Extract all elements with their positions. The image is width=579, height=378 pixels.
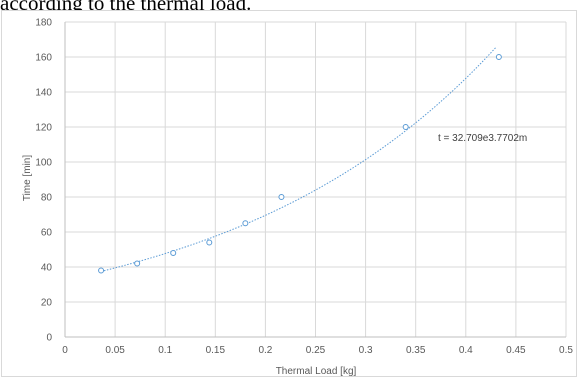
data-point: [495, 54, 502, 60]
data-point: [170, 250, 177, 256]
data-point: [134, 260, 141, 267]
data-point: [278, 194, 285, 200]
y-tick-label: 0: [46, 333, 52, 344]
y-tick-label: 120: [35, 123, 52, 134]
y-tick-label: 40: [41, 263, 53, 274]
y-tick-label: 180: [35, 18, 52, 29]
y-tick-label: 60: [41, 228, 53, 239]
y-tick-label: 140: [35, 88, 52, 99]
x-tick-label: 0.15: [206, 345, 226, 356]
grid-lines: [65, 21, 567, 337]
y-tick-label: 100: [35, 158, 52, 169]
data-point: [242, 220, 249, 227]
x-tick-label: 0.35: [406, 345, 426, 356]
axes: [64, 22, 566, 338]
x-tick-label: 0.3: [359, 345, 373, 356]
x-tick-labels: 0 0.05 0.1 0.15 0.2 0.25 0.3 0.35 0.4 0.45 0.5: [62, 345, 573, 356]
x-tick-label: 0.1: [158, 345, 172, 356]
data-point: [98, 267, 105, 274]
data-points: [98, 54, 502, 274]
x-tick-label: 0.25: [306, 345, 326, 356]
chart-frame: [1, 10, 577, 377]
y-tick-labels: 0 20 40 60 80 100 120 140 160 180: [35, 18, 52, 344]
x-tick-label: 0.2: [258, 345, 272, 356]
data-point: [206, 239, 213, 246]
trendline: [100, 47, 497, 272]
x-tick-label: 0.05: [105, 345, 125, 356]
data-point: [402, 124, 409, 130]
y-axis-title: Time [min]: [22, 155, 33, 202]
x-tick-label: 0.4: [459, 345, 473, 356]
x-axis-title: Thermal Load [kg]: [276, 366, 357, 377]
y-tick-label: 80: [41, 193, 53, 204]
x-tick-label: 0.45: [506, 345, 526, 356]
y-tick-label: 20: [41, 298, 53, 309]
x-tick-label: 0: [62, 345, 68, 356]
trendline-equation: t = 32.709e3.7702m: [438, 133, 527, 144]
y-tick-label: 160: [35, 53, 52, 64]
x-tick-label: 0.5: [559, 345, 573, 356]
